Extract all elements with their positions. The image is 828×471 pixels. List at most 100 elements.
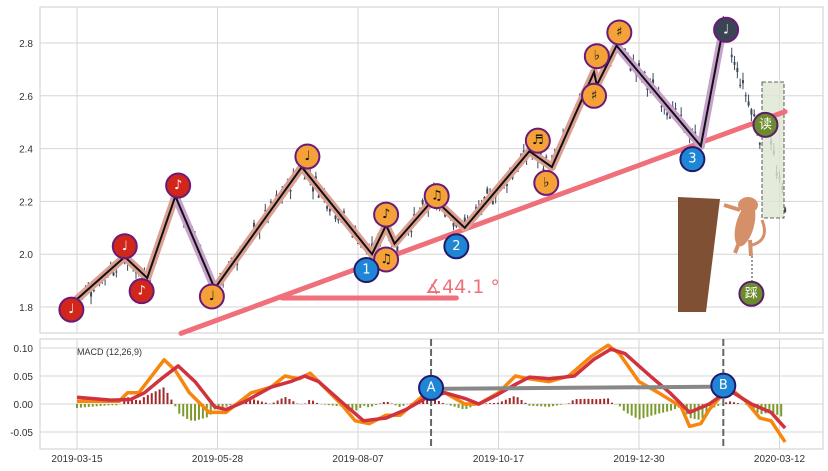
macd-histogram-bar	[280, 398, 283, 404]
marker-label: ♫	[431, 189, 443, 204]
marker-circle	[198, 283, 225, 310]
marker-orange: ♪	[373, 201, 400, 228]
marker-blue: 3	[679, 146, 706, 173]
marker-label: ♩	[68, 302, 74, 317]
zigzag-lines: ∡44.1 °	[73, 23, 788, 336]
macd-histogram-bar	[493, 402, 496, 404]
macd-histogram-bar	[591, 399, 594, 404]
candle-body	[92, 290, 95, 292]
marker-green: 踩	[738, 280, 765, 307]
candle-body	[744, 95, 747, 97]
y-tick-label: 2.2	[19, 197, 33, 208]
macd-histogram-bar	[284, 397, 287, 404]
y-tick-label: 2.8	[19, 39, 33, 50]
marker-label: ♯	[591, 88, 597, 103]
marker-label: ♯	[616, 25, 622, 40]
marker-circle	[713, 16, 740, 43]
macd-histogram-bar	[402, 404, 405, 406]
macd-histogram-bar	[500, 401, 503, 404]
marker-circle	[423, 183, 450, 210]
macd-histogram-bar	[190, 404, 193, 421]
candle-body	[750, 109, 753, 115]
x-tick-label: 2019-10-17	[473, 454, 525, 465]
x-tick-labels: 2019-03-15 2019-05-28 2019-08-07 2019-10-17…	[51, 454, 805, 465]
candle-body	[638, 63, 640, 67]
candle-body	[666, 112, 669, 116]
macd-histogram-bar	[131, 398, 134, 404]
macd-histogram-bar	[76, 404, 78, 408]
candle-body	[652, 79, 655, 84]
candle-body	[269, 201, 272, 203]
macd-histogram-bar	[158, 389, 161, 404]
candle-body	[539, 151, 542, 157]
macd-histogram-bar	[256, 400, 259, 404]
macd-histogram-bar	[603, 398, 606, 404]
macd-histogram-bar	[618, 404, 621, 407]
macd-histogram-bar	[95, 404, 98, 407]
macd-histogram-bar	[264, 402, 267, 404]
marker-circle	[606, 19, 633, 46]
candle-body	[112, 272, 115, 276]
macd-histogram-bar	[662, 404, 665, 413]
macd-histogram-bar	[154, 391, 157, 404]
macd-histogram-bar	[732, 402, 735, 404]
x-tick-label: 2020-03-12	[754, 454, 806, 465]
macd-histogram-bar	[351, 404, 354, 411]
macd-histogram-bar	[701, 404, 704, 418]
marker-orange: ♯	[581, 82, 608, 109]
candle-body	[219, 273, 222, 275]
macd-histogram-bar	[697, 404, 700, 420]
macd-histogram-bar	[79, 404, 82, 408]
macd-histogram-bar	[626, 404, 629, 414]
macd-histogram-bar	[249, 398, 252, 404]
macd-histogram-bar	[642, 404, 645, 419]
highlight-box	[761, 81, 785, 219]
divergence-marker-label: A	[427, 380, 436, 395]
macd-histogram-bar	[433, 399, 436, 404]
macd-histogram-bar	[658, 404, 661, 414]
marker-orange: ♭	[583, 43, 610, 70]
divergence-marker-b	[710, 372, 737, 399]
marker-red: ♩	[58, 296, 85, 323]
macd-histogram-bar	[272, 402, 275, 404]
y-tick-label: 1.8	[19, 303, 33, 314]
macd-histogram-bar	[162, 387, 165, 404]
macd-histogram-bar	[355, 404, 358, 411]
macd-histogram-bar	[768, 404, 771, 413]
marker-green: 读	[752, 111, 779, 138]
macd-histogram-bar	[135, 399, 138, 404]
macd-histogram-bar	[520, 400, 523, 404]
zigzag-line	[76, 26, 725, 300]
candle-body	[289, 189, 292, 192]
marker-label: 2	[452, 239, 460, 254]
candle-body	[452, 222, 455, 227]
macd-histogram-bar	[426, 399, 429, 404]
candle-body	[545, 156, 548, 158]
dog-illustration	[723, 197, 766, 257]
candle-body	[491, 200, 494, 204]
candle-body	[90, 291, 93, 297]
x-tick-label: 2019-12-30	[613, 454, 665, 465]
macd-histogram-bar	[288, 398, 291, 404]
macd-histogram-bar	[496, 402, 499, 404]
marker-circle	[111, 233, 138, 260]
marker-circle	[373, 246, 400, 273]
macd-histogram-bar	[622, 404, 625, 411]
macd-histogram-bar	[331, 404, 334, 406]
y-tick-labels: 1.8 2.0 2.2 2.4 2.6 2.8 -0.05 0.00 0.05 0.10	[10, 39, 33, 439]
macd-histogram-bar	[654, 404, 657, 415]
macd-histogram-bar	[571, 400, 574, 404]
macd-histogram-bar	[559, 404, 562, 405]
angle-label: ∡44.1 °	[425, 276, 500, 298]
candle-body	[747, 101, 750, 106]
macd-histogram-bar	[744, 404, 747, 405]
marker-orange: ♯	[606, 19, 633, 46]
x-tick-label: 2019-08-07	[332, 454, 384, 465]
macd-histogram-bar	[253, 399, 256, 404]
macd-histogram-bar	[567, 403, 570, 404]
marker-label: ♪	[137, 284, 145, 299]
candle-body	[784, 208, 787, 213]
marker-circle	[738, 280, 765, 307]
macd-histogram-bar	[772, 404, 775, 414]
